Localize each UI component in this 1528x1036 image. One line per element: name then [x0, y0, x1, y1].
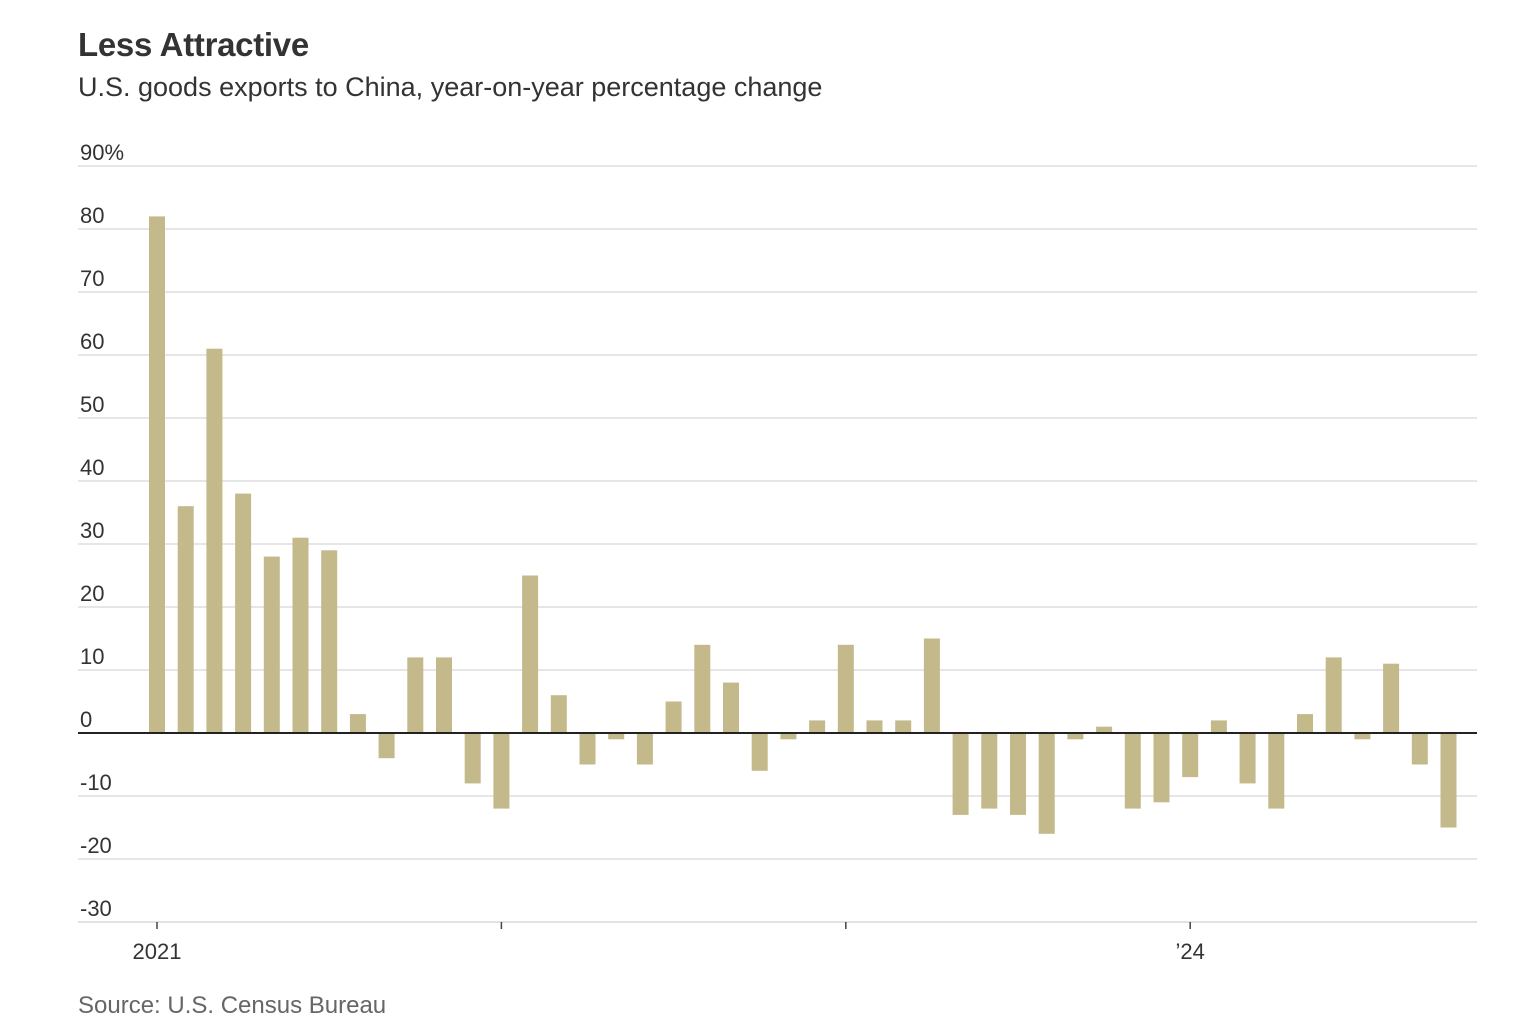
bar: [1124, 733, 1141, 809]
y-tick-label: 40: [80, 455, 104, 480]
bar: [1096, 726, 1113, 733]
bar: [1210, 720, 1227, 733]
y-axis-labels: 90% 80 70 60 50 40 30 20 10 0 -10 -20 -30: [80, 140, 124, 921]
bar: [1038, 733, 1055, 834]
y-tick-label: 80: [80, 203, 104, 228]
y-tick-label: 20: [80, 581, 104, 606]
chart-title: Less Attractive: [78, 26, 309, 63]
y-tick-label: 50: [80, 392, 104, 417]
x-axis: [78, 732, 1477, 929]
source-note: Source: U.S. Census Bureau: [78, 992, 387, 1019]
bar: [550, 695, 567, 733]
bar: [694, 644, 711, 733]
bar: [751, 733, 768, 771]
y-tick-label: -20: [80, 833, 112, 858]
bars: [149, 216, 1457, 834]
x-tick-label: 2021: [133, 939, 182, 964]
bar: [579, 733, 596, 765]
bar: [780, 733, 797, 740]
bar: [464, 733, 481, 784]
bar: [837, 644, 854, 733]
x-axis-labels: 2021 ’24: [133, 939, 1205, 964]
bar: [723, 682, 739, 733]
bar: [522, 575, 539, 733]
x-tick-label: ’24: [1176, 939, 1205, 964]
bar: [493, 733, 510, 809]
bar: [1411, 733, 1428, 765]
bar: [436, 657, 452, 733]
y-tick-label: 10: [80, 644, 104, 669]
bar: [1067, 733, 1084, 740]
y-tick-label: 70: [80, 266, 104, 291]
bar: [177, 506, 194, 733]
bar: [923, 638, 940, 733]
y-tick-label: 90%: [80, 140, 124, 165]
bar: [292, 537, 309, 733]
y-tick-label: -30: [80, 896, 112, 921]
bar: [895, 720, 912, 733]
bar: [378, 733, 395, 759]
chart-subtitle: U.S. goods exports to China, year-on-yea…: [78, 72, 823, 102]
y-tick-label: 30: [80, 518, 104, 543]
bar: [149, 216, 165, 733]
bar: [1325, 657, 1342, 733]
bar: [1153, 733, 1170, 803]
bar: [1354, 733, 1371, 740]
bar: [321, 550, 338, 733]
bar: [1297, 714, 1313, 733]
bar: [349, 714, 366, 733]
bar: [1383, 663, 1400, 733]
bar: [1239, 733, 1256, 784]
bar: [636, 733, 653, 765]
y-tick-label: 60: [80, 329, 104, 354]
bar: [1268, 733, 1285, 809]
bar: [665, 701, 682, 733]
bar: [866, 720, 883, 733]
bar: [1182, 733, 1199, 778]
bar: [1440, 733, 1457, 828]
bar: [263, 556, 280, 733]
bar: [206, 348, 223, 733]
y-tick-label: -10: [80, 770, 112, 795]
bar: [952, 733, 969, 815]
bar: [809, 720, 826, 733]
y-tick-label: 0: [80, 707, 92, 732]
bar: [608, 733, 625, 740]
bar: [235, 493, 252, 733]
bar: [407, 657, 424, 733]
grid-lines: [78, 165, 1477, 923]
bar: [1010, 733, 1026, 815]
bar: [981, 733, 998, 809]
